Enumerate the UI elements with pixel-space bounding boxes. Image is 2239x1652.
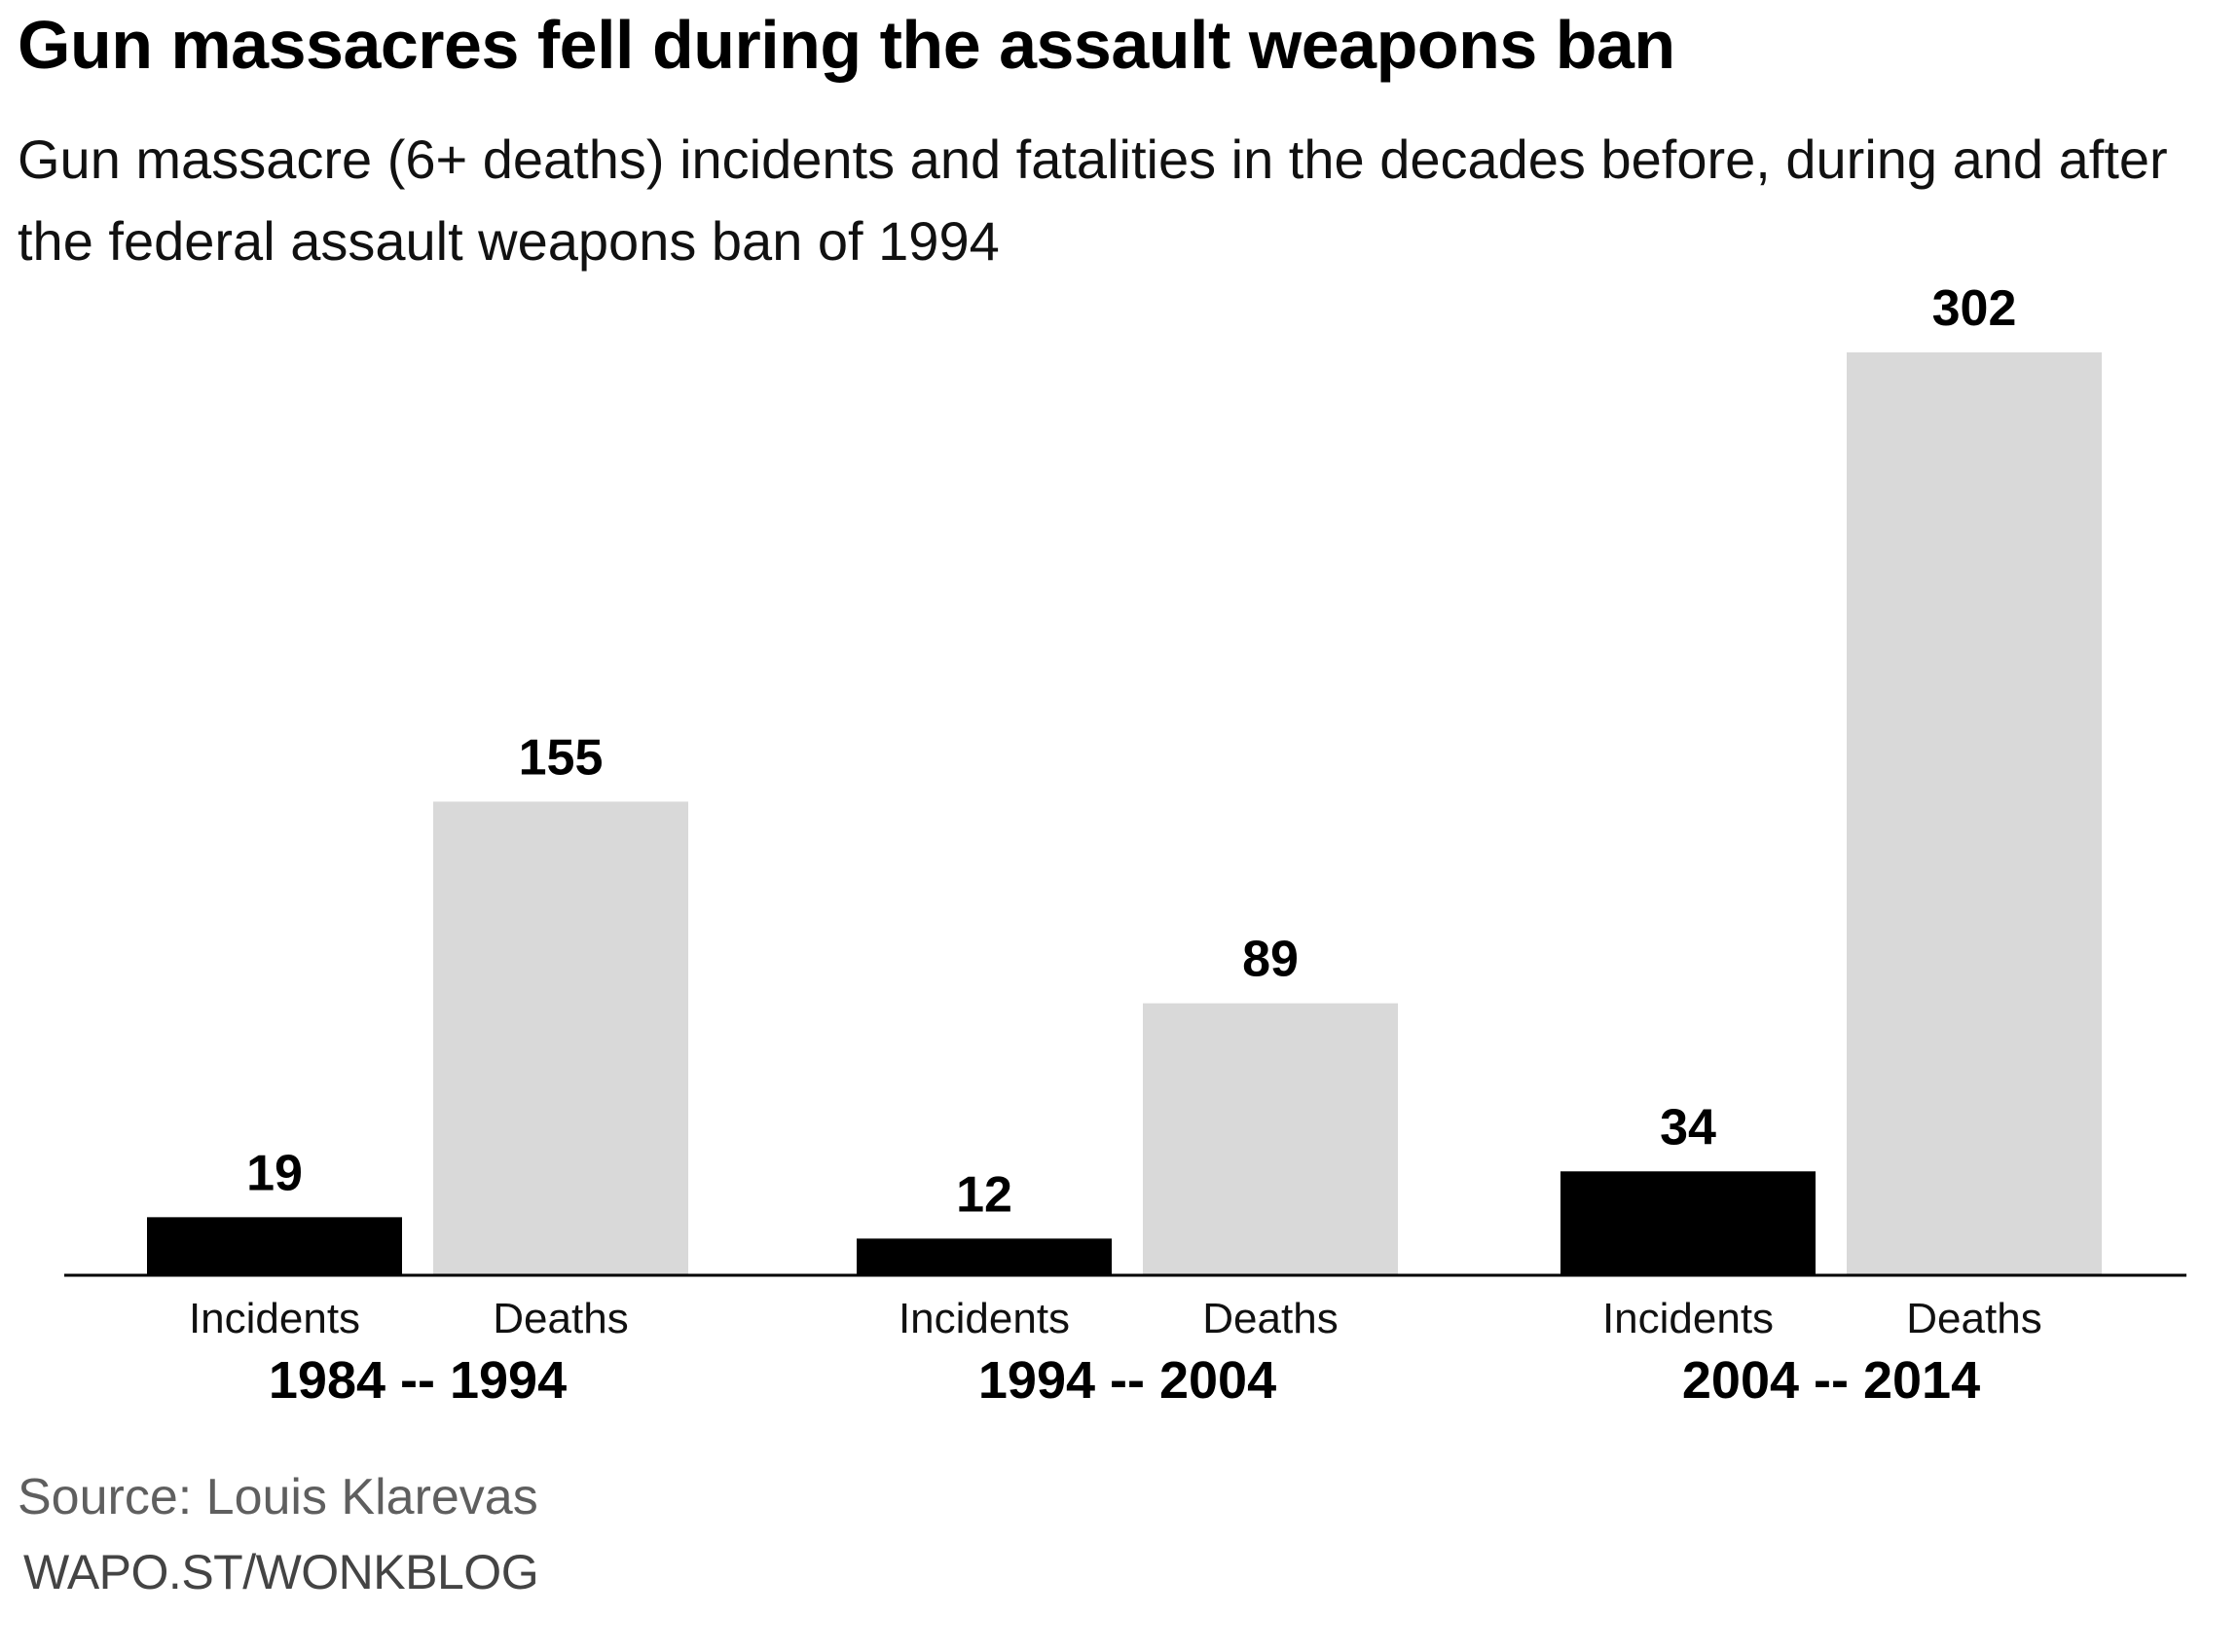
bar-incidents-2 [857,1238,1112,1275]
credit-note: WAPO.ST/WONKBLOG [23,1545,539,1599]
series-label-deaths-1: Deaths [493,1295,628,1342]
value-label-incidents-3: 34 [1660,1099,1716,1156]
value-label-incidents-1: 19 [246,1145,303,1201]
series-label-deaths-2: Deaths [1202,1295,1338,1342]
series-label-deaths-3: Deaths [1906,1295,2041,1342]
bars-layer [147,352,2102,1275]
bar-deaths-1 [433,801,688,1275]
value-label-deaths-1: 155 [519,729,604,786]
category-label-2: 1994 -- 2004 [978,1351,1276,1410]
value-label-deaths-3: 302 [1932,280,2017,337]
bar-incidents-3 [1560,1171,1816,1275]
category-label-3: 2004 -- 2014 [1682,1351,1980,1410]
category-label-1: 1984 -- 1994 [269,1351,567,1410]
labels-layer: 19 Incidents 155 Deaths 1984 -- 1994 12 Incide… [189,280,2042,1410]
bar-deaths-3 [1847,352,2102,1275]
series-label-incidents-3: Incidents [1602,1295,1774,1342]
source-note: Source: Louis Klarevas [18,1469,538,1525]
series-label-incidents-2: Incidents [899,1295,1070,1342]
chart-subtitle: Gun massacre (6+ deaths) incidents and f… [18,128,2168,272]
value-label-deaths-2: 89 [1242,932,1299,988]
bar-deaths-2 [1143,1003,1398,1275]
value-label-incidents-2: 12 [956,1166,1012,1223]
chart-title: Gun massacres fell during the assault we… [18,7,1675,83]
series-label-incidents-1: Incidents [189,1295,360,1342]
bar-incidents-1 [147,1217,402,1275]
